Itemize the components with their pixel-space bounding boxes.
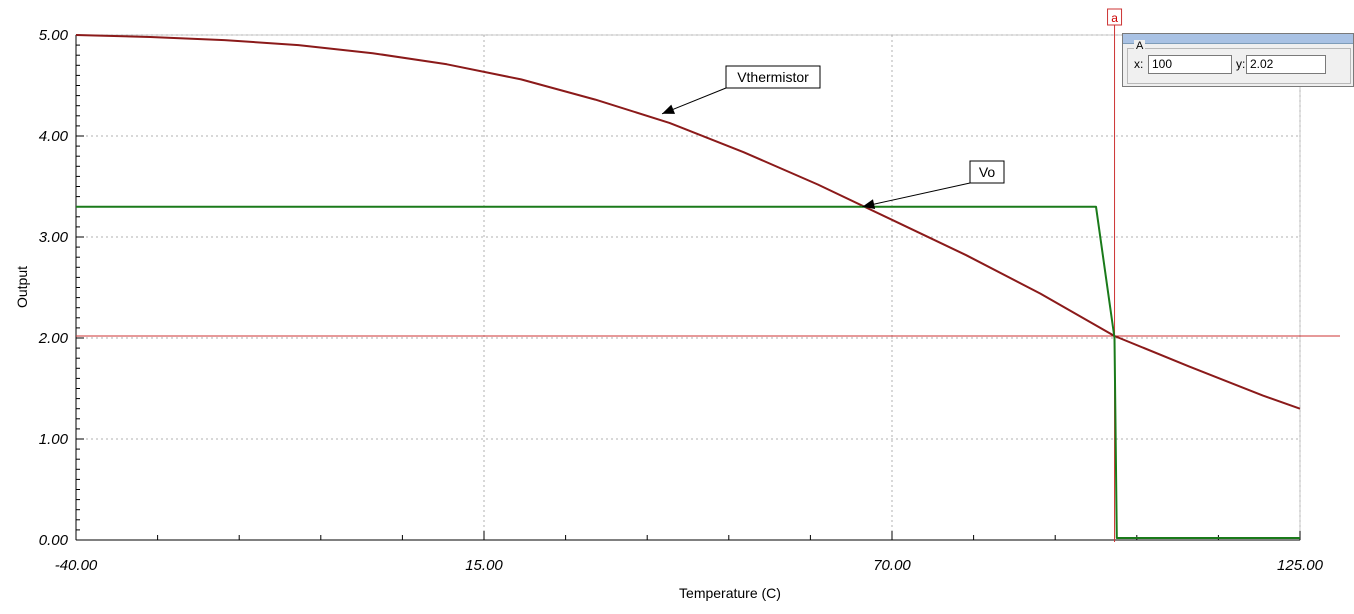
callout-box xyxy=(725,65,821,89)
cursor[interactable]: a xyxy=(76,8,1340,542)
x-tick-label: 70.00 xyxy=(873,557,911,574)
cursor-readout-panel[interactable]: A x: 100 y: 2.02 xyxy=(1122,33,1354,87)
cursor-flag-label: a xyxy=(1111,11,1118,25)
x-tick-label: 15.00 xyxy=(465,557,503,574)
callout-box xyxy=(969,160,1005,184)
y-tick-label: 4.00 xyxy=(39,128,69,145)
x-tick-label: 125.00 xyxy=(1277,557,1324,574)
callout-label: Vthermistor xyxy=(737,69,809,85)
x-label: x: xyxy=(1134,57,1144,71)
callouts: Vthermistor Vo xyxy=(661,65,1005,210)
readout-group: A x: 100 y: 2.02 xyxy=(1127,40,1351,84)
y-tick-label: 5.00 xyxy=(39,27,69,44)
callout-arrowhead xyxy=(862,199,876,210)
y-tick-label: 2.00 xyxy=(38,330,69,347)
y-value-field[interactable]: 2.02 xyxy=(1246,55,1326,74)
series-layer xyxy=(75,34,1301,539)
readout-group-label: A xyxy=(1134,40,1146,52)
axes xyxy=(75,34,1301,541)
series-line-vo xyxy=(76,205,1300,539)
y-label: y: xyxy=(1236,57,1246,71)
tick-labels: -40.00 15.00 70.00 125.00 0.00 1.00 2.00 3.00 4.… xyxy=(38,27,1324,574)
cursor-flag xyxy=(1107,8,1123,26)
y-tick-label: 0.00 xyxy=(39,532,69,549)
y-tick-label: 3.00 xyxy=(39,229,69,246)
x-axis-title: Temperature (C) xyxy=(679,585,781,601)
callout-arrowhead xyxy=(662,104,676,114)
y-axis-title: Output xyxy=(14,266,30,308)
x-value-field[interactable]: 100 xyxy=(1148,55,1232,74)
series-line-vthermistor xyxy=(75,34,1301,410)
x-tick-label: -40.00 xyxy=(55,557,98,574)
callout-label: Vo xyxy=(979,164,996,180)
y-tick-label: 1.00 xyxy=(39,431,69,448)
readout-titlebar[interactable] xyxy=(1123,34,1353,44)
callout-leader xyxy=(862,182,971,208)
